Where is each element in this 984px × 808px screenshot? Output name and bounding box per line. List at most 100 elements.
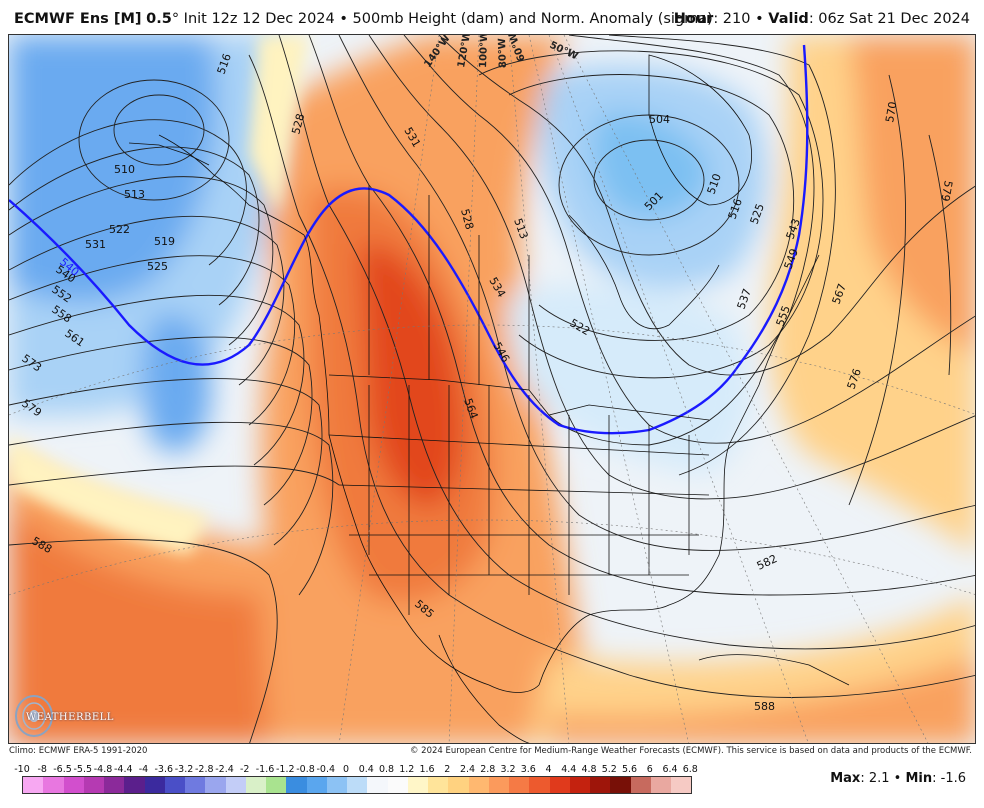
- colorbar-tick-label: -1.6: [255, 764, 275, 775]
- min-value: : -1.6: [932, 771, 966, 786]
- hour-label: Hour: [673, 11, 714, 27]
- model-name: ECMWF Ens [M]: [14, 11, 142, 27]
- colorbar-swatch: [306, 777, 327, 793]
- colorbar-tick-label: 4.4: [561, 764, 577, 775]
- colorbar-tick-label: 1.2: [399, 764, 415, 775]
- colorbar-swatch: [225, 777, 246, 793]
- colorbar-swatch: [144, 777, 165, 793]
- colorbar-tick-label: 1.6: [419, 764, 435, 775]
- contour-label: 528: [458, 207, 476, 231]
- colorbar-tick-label: -2.4: [215, 764, 234, 775]
- max-label: Max: [830, 771, 861, 786]
- valid-value: : 06z Sat 21 Dec 2024: [808, 11, 970, 27]
- colorbar-tick-label: -6.5: [53, 764, 72, 775]
- colorbar-swatch: [549, 777, 570, 793]
- colorbar-swatch: [407, 777, 428, 793]
- contour-label: 588: [754, 700, 775, 713]
- contour-label: 579: [938, 179, 954, 202]
- graticule: [9, 35, 975, 743]
- colorbar-swatch: [590, 777, 611, 793]
- colorbar-swatch: [43, 777, 64, 793]
- longitude-label: 100°W: [478, 35, 490, 68]
- contour-label: 519: [154, 235, 175, 248]
- height-contours: [9, 35, 975, 743]
- colorbar-tick-label: 0: [342, 764, 350, 775]
- colorbar-tick-label: 2.8: [480, 764, 496, 775]
- colorbar-swatch: [347, 777, 368, 793]
- colorbar-swatch: [650, 777, 671, 793]
- contour-label: 510: [114, 163, 135, 176]
- logo-text: WEATHERBELL: [26, 712, 114, 723]
- colorbar-tick-label: -0.4: [316, 764, 336, 775]
- colorbar-tick-label: 6.8: [682, 764, 698, 775]
- colorbar-swatch: [63, 777, 84, 793]
- colorbar-swatch: [124, 777, 145, 793]
- contour-label: 528: [289, 112, 307, 136]
- title-bullet: •: [339, 11, 348, 27]
- colorbar-swatch: [245, 777, 266, 793]
- colorbar-tick-label: -1.2: [275, 764, 295, 775]
- colorbar-swatch: [367, 777, 388, 793]
- colorbar-labels: -10 -8 -6.5 -5.5 -4.8 -4.4 -4 -3.6 -3.2 -2.8 -2.4-…: [0, 764, 984, 776]
- colorbar-swatch: [205, 777, 226, 793]
- colorbar-swatch: [428, 777, 449, 793]
- title-bullet-2: •: [755, 11, 764, 27]
- maxmin-bullet: •: [893, 771, 902, 786]
- colorbar-tick-label: -2.8: [194, 764, 214, 775]
- product-name: 500mb Height (dam) and Norm. Anomaly (si…: [352, 11, 713, 27]
- colorbar-tick-label: 6.4: [662, 764, 678, 775]
- colorbar-tick-label: 3.6: [520, 764, 536, 775]
- colorbar-tick-label: 4: [545, 764, 552, 775]
- contour-label: 522: [109, 223, 130, 236]
- colorbar-swatch: [448, 777, 469, 793]
- colorbar-swatch: [286, 777, 307, 793]
- colorbar-tick-label: -4.8: [93, 764, 113, 775]
- colorbar-tick-label: -8: [37, 764, 47, 775]
- colorbar-tick-label: -3.2: [174, 764, 194, 775]
- init-time: Init 12z 12 Dec 2024: [183, 11, 335, 27]
- colorbar-swatch: [185, 777, 206, 793]
- colorbar-tick-label: -10: [14, 764, 30, 775]
- colorbar-tick-label: 5.6: [621, 764, 638, 775]
- colorbar-tick-label: 4.8: [581, 764, 597, 775]
- colorbar-swatch: [468, 777, 489, 793]
- colorbar-swatch: [326, 777, 347, 793]
- colorbar-tick-label: -5.5: [73, 764, 93, 775]
- forecast-time: Hour: 210 • Valid: 06z Sat 21 Dec 2024: [674, 11, 970, 27]
- climo-credit: Climo: ECMWF ERA-5 1991-2020: [9, 746, 148, 756]
- max-value: : 2.1: [860, 771, 890, 786]
- min-label: Min: [905, 771, 933, 786]
- colorbar-tick-label: 5.2: [601, 764, 617, 775]
- colorbar-tick-label: -3.6: [154, 764, 174, 775]
- copyright-credit: © 2024 European Centre for Medium-Range …: [409, 746, 972, 756]
- contour-label: 525: [147, 260, 168, 273]
- contour-label: 570: [883, 101, 899, 124]
- contour-label: 513: [124, 188, 145, 201]
- colorbar-tick-label: -4: [138, 764, 149, 775]
- hour-value: : 210: [713, 11, 751, 27]
- colorbar: [22, 776, 693, 794]
- colorbar-swatch: [266, 777, 287, 793]
- anomaly-map: 516 528 531 510 513 522 519 525 531 540 …: [9, 35, 975, 743]
- anomaly-highlights: [9, 35, 309, 555]
- colorbar-swatch: [488, 777, 509, 793]
- colorbar-swatch: [671, 777, 692, 793]
- colorbar-tick-label: 3.2: [500, 764, 516, 775]
- colorbar-swatch: [387, 777, 408, 793]
- colorbar-tick-label: 0.4: [358, 764, 374, 775]
- map-title: ECMWF Ens [M] 0.5° Init 12z 12 Dec 2024 …: [14, 11, 713, 27]
- contour-label: 531: [85, 238, 106, 251]
- resolution: 0.5: [146, 11, 172, 27]
- title-bar: ECMWF Ens [M] 0.5° Init 12z 12 Dec 2024 …: [0, 0, 984, 34]
- contour-label: 504: [649, 113, 670, 126]
- colorbar-tick-label: -2: [240, 764, 250, 775]
- colorbar-swatch: [83, 777, 104, 793]
- colorbar-tick-label: 0.8: [378, 764, 395, 775]
- colorbar-tick-label: 2.4: [459, 764, 476, 775]
- max-min-readout: Max: 2.1 • Min: -1.6: [830, 771, 966, 786]
- colorbar-swatch: [569, 777, 590, 793]
- anomaly-shading: [9, 35, 975, 743]
- colorbar-swatch: [630, 777, 651, 793]
- colorbar-tick-label: -4.4: [113, 764, 133, 775]
- map-panel: 516 528 531 510 513 522 519 525 531 540 …: [8, 34, 976, 744]
